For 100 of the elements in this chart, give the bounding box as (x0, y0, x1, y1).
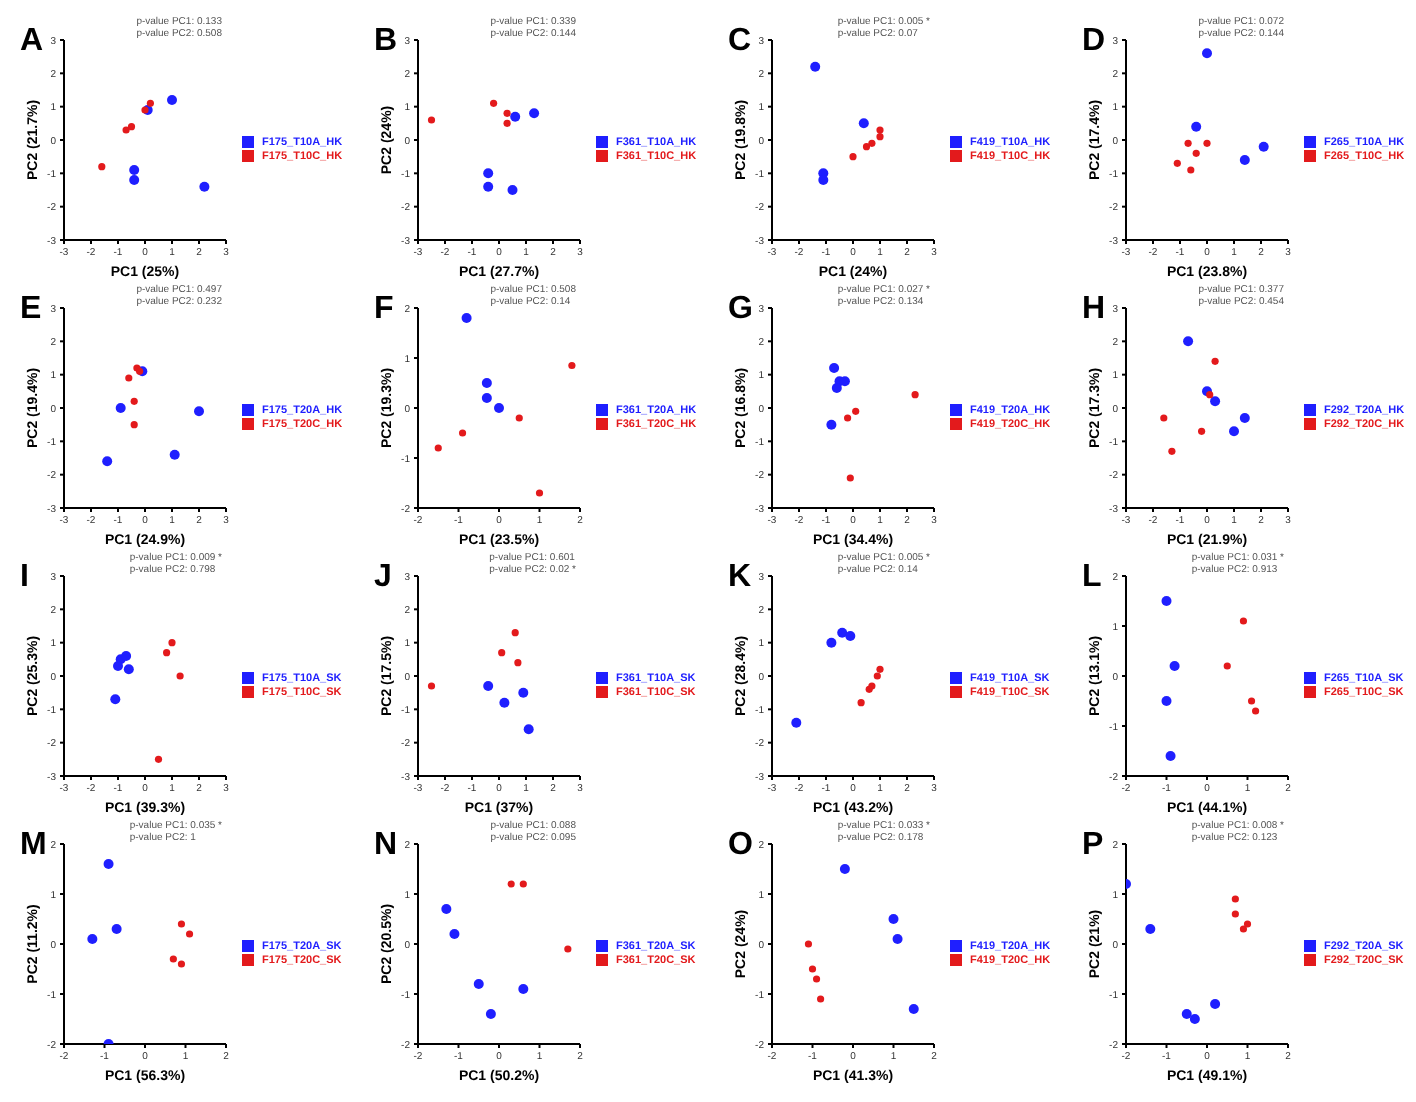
point (103, 859, 114, 869)
point (1198, 427, 1206, 435)
point (846, 474, 854, 482)
point (876, 665, 884, 673)
chart-title: I (20, 560, 29, 596)
chart-title: E (20, 292, 42, 328)
point (177, 920, 186, 928)
point (494, 403, 504, 413)
point (1223, 662, 1231, 670)
point (908, 1004, 919, 1014)
point (499, 697, 510, 708)
point (1192, 149, 1200, 157)
point (449, 929, 460, 939)
point (98, 163, 106, 171)
chart-title: L (1082, 560, 1102, 596)
point (810, 61, 821, 72)
point (1160, 414, 1168, 422)
point (857, 699, 865, 707)
point (1239, 925, 1248, 933)
point (818, 175, 829, 185)
point (146, 99, 154, 107)
point (1184, 139, 1192, 147)
point (1168, 447, 1176, 455)
point (503, 109, 511, 117)
point (523, 724, 534, 735)
chart-title: F (374, 292, 394, 328)
point (1229, 426, 1239, 437)
point (1145, 924, 1156, 934)
point (839, 864, 850, 874)
point (515, 414, 523, 422)
point (568, 361, 576, 370)
chart-title: O (728, 828, 753, 864)
point (102, 456, 113, 467)
chart-title: P (1082, 828, 1104, 864)
chart-title: G (728, 292, 753, 328)
point (122, 126, 130, 134)
point (1231, 895, 1239, 903)
point (535, 489, 544, 497)
point (852, 407, 860, 415)
point (1258, 141, 1269, 152)
point (1183, 336, 1194, 347)
point (1247, 697, 1256, 705)
point (441, 904, 452, 914)
point (503, 119, 511, 127)
point (1169, 661, 1180, 671)
point (507, 880, 515, 888)
point (1239, 617, 1248, 625)
chart-title: H (1082, 292, 1106, 328)
point (831, 383, 842, 393)
point (113, 661, 123, 671)
point (514, 659, 522, 667)
point (1187, 166, 1195, 174)
point (845, 631, 856, 641)
point (125, 374, 133, 382)
point (130, 421, 138, 429)
point (858, 118, 869, 129)
point (826, 419, 837, 430)
point (812, 975, 821, 983)
point (1189, 1014, 1200, 1024)
point (434, 444, 442, 452)
point (564, 945, 572, 953)
point (817, 995, 825, 1003)
point (176, 672, 184, 680)
point (837, 627, 848, 638)
point (791, 717, 802, 728)
point (1239, 413, 1250, 423)
point (169, 449, 180, 460)
point (518, 984, 529, 994)
point (483, 181, 494, 192)
point (123, 664, 134, 675)
point (868, 139, 876, 147)
point (115, 403, 126, 413)
point (461, 313, 472, 323)
point (510, 111, 521, 122)
point (1206, 391, 1214, 399)
point (518, 687, 529, 698)
point (121, 651, 132, 661)
chart-title: M (20, 828, 47, 864)
point (826, 637, 837, 648)
point (873, 672, 881, 680)
point (1202, 48, 1212, 59)
point (194, 406, 204, 417)
point (127, 123, 136, 131)
point (168, 639, 176, 647)
point (185, 930, 194, 938)
point (804, 940, 813, 948)
point (529, 108, 540, 119)
point (199, 181, 210, 192)
point (163, 649, 171, 657)
point (111, 924, 122, 934)
point (498, 649, 506, 657)
point (888, 914, 899, 924)
point (1165, 751, 1176, 761)
point (519, 880, 527, 888)
point (473, 979, 484, 989)
point (481, 378, 492, 388)
point (1210, 396, 1221, 407)
point (1252, 707, 1260, 715)
chart-title: D (1082, 24, 1106, 60)
point (1210, 999, 1221, 1009)
